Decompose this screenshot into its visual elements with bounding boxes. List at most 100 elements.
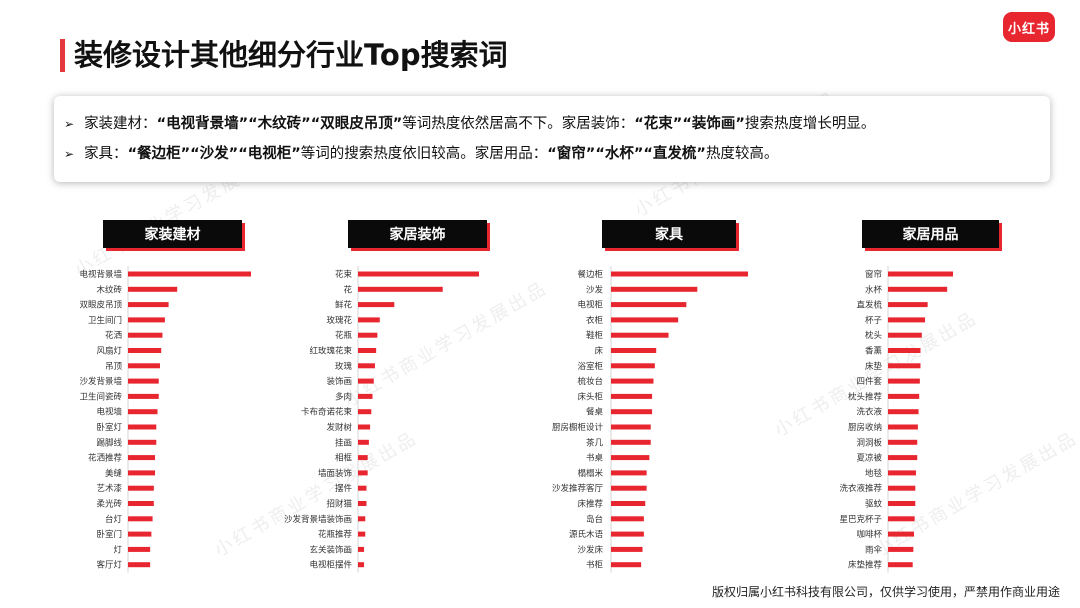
category-label: 灯	[113, 544, 122, 555]
category-label: 花瓶	[335, 330, 353, 341]
data-bar	[358, 348, 377, 353]
data-bar	[128, 485, 154, 491]
data-bar	[888, 485, 916, 491]
category-label: 电视墙	[96, 407, 122, 418]
category-label: 客厅灯	[96, 560, 122, 571]
category-label: 花洒	[105, 330, 123, 341]
category-label: 台灯	[105, 514, 123, 525]
summary-line1-segment: “木纹砖”	[248, 116, 311, 132]
data-bar	[888, 363, 921, 369]
data-bar	[611, 562, 642, 568]
summary-line1-segment: “花束”	[634, 116, 683, 132]
category-label: 衣柜	[586, 315, 604, 326]
category-label: 装饰画	[326, 376, 352, 387]
category-label: 红玫瑰花束	[309, 346, 352, 357]
category-label: 沙发	[586, 284, 604, 295]
data-bar	[358, 470, 368, 476]
data-bar	[358, 286, 443, 292]
data-bar	[358, 439, 369, 445]
category-label: 沙发床	[577, 544, 603, 555]
data-bar	[611, 332, 669, 338]
data-bar	[128, 562, 151, 568]
summary-line2-segment: “沙发”	[190, 146, 239, 162]
chart-header	[862, 220, 999, 248]
data-bar	[611, 439, 651, 445]
category-label: 床推荐	[577, 499, 603, 510]
category-label: 沙发背景墙	[79, 376, 122, 387]
data-bar	[358, 332, 378, 338]
chart-4: 家居用品窗帘水杯直发梳杯子枕头香薰床垫四件套枕头推荐洗衣液厨房收纳洞洞板夏凉被地…	[839, 220, 1002, 573]
category-label: 水杯	[865, 284, 883, 295]
category-label: 香薰	[865, 346, 882, 357]
category-label: 书柜	[586, 560, 604, 571]
data-bar	[358, 271, 479, 277]
copyright-footer: 版权归属小红书科技有限公司，仅供学习使用，严禁用作商业用途	[711, 585, 1060, 599]
data-bar	[611, 302, 687, 308]
data-bar	[128, 546, 151, 552]
summary-line2-segment: 等词的搜索热度依旧较高。家居用品：	[300, 146, 548, 162]
data-bar	[358, 531, 366, 537]
category-label: 沙发背景墙装饰画	[284, 514, 352, 525]
summary-line2-segment: “电视柜”	[238, 146, 301, 162]
category-label: 花洒推荐	[88, 453, 123, 464]
data-bar	[888, 501, 916, 506]
category-label: 厨房橱柜设计	[552, 422, 604, 433]
data-bar	[358, 302, 395, 308]
data-bar	[888, 302, 928, 308]
data-bar	[888, 516, 915, 522]
category-label: 招财猫	[326, 499, 352, 510]
data-bar	[611, 271, 748, 277]
data-bar	[888, 455, 918, 461]
category-label: 花瓶推荐	[318, 529, 353, 540]
category-label: 卫生间瓷砖	[79, 391, 122, 402]
bullet-arrow-icon: ➢	[64, 117, 75, 131]
summary-line1-segment: “装饰画”	[682, 116, 745, 132]
category-label: 餐边柜	[577, 269, 603, 280]
chart-title: 家具	[655, 226, 683, 243]
summary-line2-segment: 热度较高。	[705, 146, 779, 162]
data-bar	[888, 409, 919, 415]
category-label: 夏凉被	[856, 453, 882, 464]
category-label: 发财树	[326, 422, 352, 433]
category-label: 洗衣液	[856, 407, 882, 418]
chart-header	[103, 220, 242, 248]
data-bar	[358, 455, 368, 461]
category-label: 厨房收纳	[848, 422, 882, 433]
data-bar	[611, 501, 646, 506]
data-bar	[611, 286, 698, 292]
data-bar	[358, 562, 365, 568]
category-label: 窗帘	[865, 269, 882, 280]
chart-header	[602, 220, 736, 248]
category-label: 卡布奇诺花束	[301, 407, 353, 418]
category-label: 床垫	[865, 361, 883, 372]
title-accent-bar	[60, 39, 65, 72]
data-bar	[611, 485, 647, 491]
category-label: 卧室灯	[96, 422, 122, 433]
data-bar	[611, 531, 644, 537]
data-bar	[888, 271, 953, 277]
chart-header	[348, 220, 487, 248]
data-bar	[128, 302, 169, 308]
chart-3: 家具餐边柜沙发电视柜衣柜鞋柜床浴室柜梳妆台床头柜餐桌厨房橱柜设计茶几书桌榻榻米沙…	[552, 220, 748, 573]
data-bar	[888, 317, 926, 323]
category-label: 玄关装饰画	[309, 544, 352, 555]
data-bar	[358, 501, 367, 506]
data-bar	[358, 393, 373, 399]
data-bar	[128, 531, 152, 537]
category-label: 床垫推荐	[848, 560, 883, 571]
category-label: 枕头	[865, 330, 883, 341]
data-bar	[888, 393, 920, 399]
category-label: 双眼皮吊顶	[79, 300, 122, 311]
summary-line2-segment: “水杯”	[595, 146, 644, 162]
category-label: 电视背景墙	[79, 269, 122, 280]
category-label: 四件套	[856, 376, 882, 387]
data-bar	[128, 332, 163, 338]
category-label: 挂画	[335, 437, 352, 448]
data-bar	[128, 363, 160, 369]
category-label: 洗衣液推荐	[839, 483, 882, 494]
category-label: 多肉	[335, 391, 352, 402]
category-label: 卧室门	[96, 529, 122, 540]
data-bar	[888, 332, 922, 338]
data-bar	[888, 562, 913, 568]
category-label: 浴室柜	[577, 361, 603, 372]
